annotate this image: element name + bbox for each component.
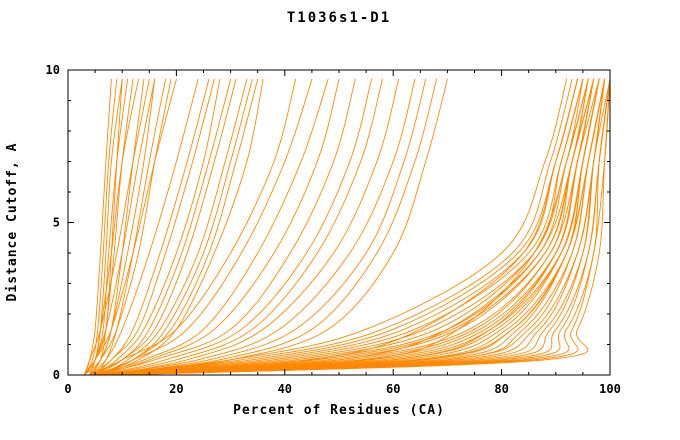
model-curve — [94, 78, 573, 375]
x-tick-label: 0 — [64, 382, 71, 396]
model-curve — [89, 78, 172, 375]
model-curve — [94, 78, 584, 375]
y-tick-label: 0 — [53, 368, 60, 382]
model-curve — [110, 78, 584, 375]
model-curve — [116, 78, 595, 375]
x-tick-label: 80 — [494, 382, 508, 396]
model-curve — [83, 78, 150, 375]
model-curve — [100, 78, 259, 375]
model-curve — [110, 78, 600, 375]
model-curve — [94, 78, 329, 375]
y-axis-label: Distance Cutoff, A — [5, 143, 20, 302]
model-curve — [94, 78, 313, 375]
model-curve — [105, 78, 400, 375]
x-tick-label: 60 — [386, 382, 400, 396]
model-curve — [100, 78, 264, 375]
x-tick-label: 20 — [169, 382, 183, 396]
model-curve — [100, 78, 416, 375]
model-curve — [89, 78, 156, 375]
model-curve — [105, 78, 438, 375]
model-curve — [83, 78, 177, 375]
model-curve — [105, 78, 610, 375]
model-curve — [89, 78, 578, 375]
model-curve — [105, 78, 595, 375]
model-curve — [105, 78, 427, 375]
x-tick-label: 100 — [599, 382, 621, 396]
model-curve — [94, 78, 356, 375]
x-tick-label: 40 — [278, 382, 292, 396]
x-axis-label: Percent of Residues (CA) — [233, 403, 445, 418]
chart-title: T1036s1-D1 — [287, 10, 391, 26]
model-curve — [94, 78, 221, 375]
model-curve — [105, 78, 600, 375]
model-curve — [105, 78, 589, 375]
y-tick-label: 10 — [46, 63, 60, 77]
model-curve — [94, 78, 589, 375]
model-curve — [94, 78, 215, 375]
model-curve — [110, 78, 448, 375]
model-curve — [100, 78, 248, 375]
model-curve — [89, 78, 199, 375]
model-curve — [105, 78, 600, 375]
model-curve — [105, 78, 595, 375]
model-curve — [100, 78, 383, 375]
model-curve — [89, 78, 297, 375]
model-curve — [116, 78, 578, 375]
model-curve — [100, 78, 340, 375]
model-curve — [100, 78, 372, 375]
y-tick-label: 5 — [53, 216, 60, 230]
model-curve — [105, 78, 600, 375]
model-curve — [110, 78, 600, 375]
model-curve — [83, 78, 118, 375]
model-curve — [89, 78, 568, 375]
model-curve — [110, 78, 600, 375]
model-curves — [83, 78, 610, 375]
axes: 0 20 40 60 80 100 0 5 10 — [46, 63, 621, 396]
